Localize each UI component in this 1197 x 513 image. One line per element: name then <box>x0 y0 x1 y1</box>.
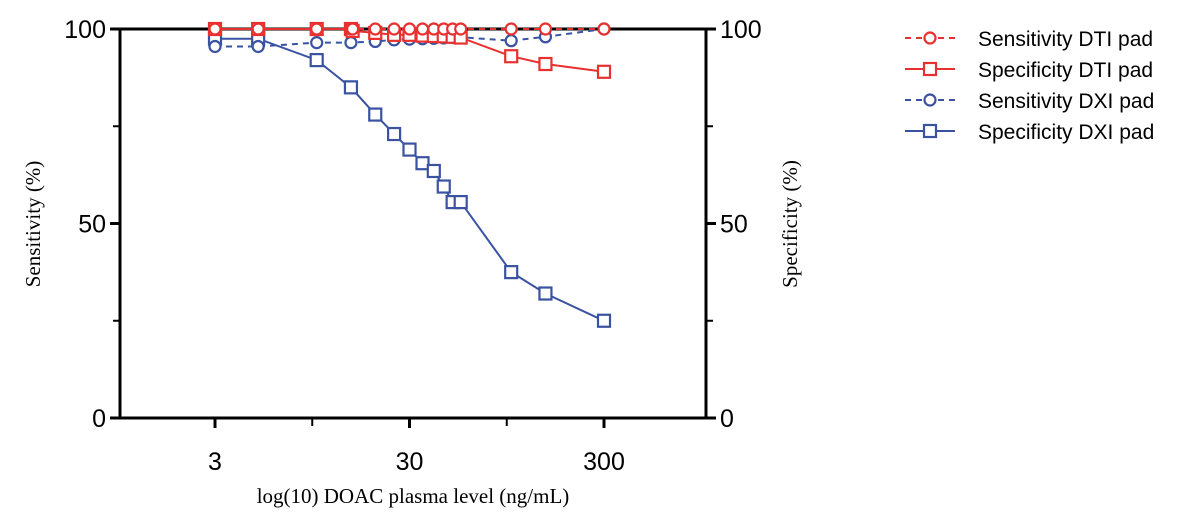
legend-marker <box>922 123 938 139</box>
series-layer <box>207 21 612 328</box>
data-point <box>453 195 468 210</box>
data-point <box>368 107 383 122</box>
left-y-tick-label: 0 <box>92 405 106 433</box>
data-point <box>415 156 430 171</box>
x-axis-title: log(10) DOAC plasma level (ng/mL) <box>257 484 570 508</box>
x-tick-label: 300 <box>583 448 625 476</box>
axes <box>118 27 708 420</box>
legend-label: Specificity DTI pad <box>978 59 1153 82</box>
data-point <box>504 49 519 64</box>
data-point <box>386 126 402 142</box>
left-y-tick-label: 50 <box>78 211 106 239</box>
data-point <box>346 22 360 36</box>
data-point <box>402 22 417 36</box>
legend-marker <box>922 61 938 77</box>
data-point <box>387 22 401 36</box>
data-point <box>208 22 222 36</box>
data-point <box>504 34 518 48</box>
x-tick-label: 3 <box>208 448 222 476</box>
data-point <box>538 286 553 301</box>
x-tick-label: 30 <box>396 448 424 476</box>
data-point <box>368 22 382 36</box>
right-y-tick-label: 0 <box>720 405 734 433</box>
data-point <box>415 22 430 36</box>
legend-label: Sensitivity DXI pad <box>978 90 1154 113</box>
ticks: 3 30 300 0 50 100 0 50 100 <box>64 16 761 476</box>
data-point <box>596 313 612 328</box>
right-y-tick-label: 100 <box>720 16 762 44</box>
legend: Sensitivity DTI pad Specificity DTI pad Se… <box>905 28 1154 144</box>
legend-marker <box>923 93 937 107</box>
data-point <box>504 22 518 36</box>
data-point <box>454 22 468 36</box>
data-point <box>310 36 324 50</box>
series-line-specificity-dxi-pad <box>215 37 605 322</box>
right-y-axis-title: Specificity (%) <box>778 160 802 288</box>
left-y-tick-label: 100 <box>64 16 106 44</box>
data-point <box>596 64 612 79</box>
data-point <box>344 36 358 50</box>
data-point <box>538 56 553 72</box>
legend-label: Sensitivity DTI pad <box>978 28 1153 51</box>
data-point <box>309 53 324 68</box>
data-point <box>208 39 222 54</box>
right-y-tick-label: 50 <box>720 211 748 239</box>
data-point <box>436 179 451 194</box>
data-point <box>402 142 417 157</box>
data-point <box>343 80 359 95</box>
legend-label: Specificity DXI pad <box>978 121 1154 144</box>
data-point <box>310 22 324 36</box>
data-point <box>597 22 611 36</box>
data-point <box>251 22 265 36</box>
data-point <box>504 265 519 280</box>
legend-marker <box>923 31 937 45</box>
data-point <box>538 22 553 36</box>
data-point <box>251 39 265 54</box>
left-y-axis-title: Sensitivity (%) <box>21 161 45 288</box>
series-line-sensitivity-dxi-pad <box>215 28 605 48</box>
data-point <box>426 163 441 179</box>
